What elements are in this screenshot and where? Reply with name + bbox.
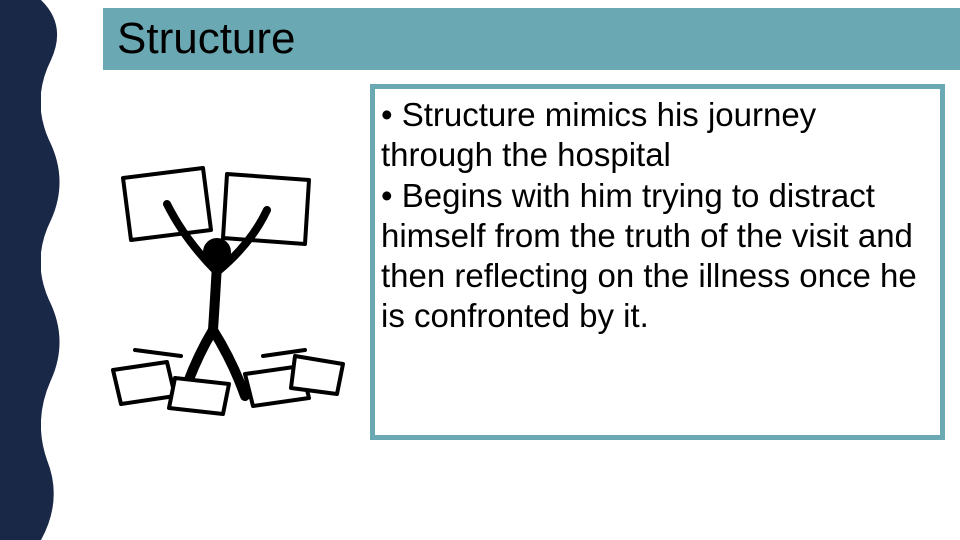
sidebar-wave-edge xyxy=(41,0,91,540)
title-band: Structure xyxy=(103,8,960,70)
bullet-2-marker: • xyxy=(381,177,393,214)
bullet-1-marker: • xyxy=(381,96,393,133)
bullet-2: • Begins with him trying to distract him… xyxy=(381,176,930,337)
bullet-2-text: Begins with him trying to distract himse… xyxy=(381,177,917,335)
structure-clipart xyxy=(95,160,355,420)
slide-title: Structure xyxy=(117,14,296,64)
bullet-1-text: Structure mimics his journey through the… xyxy=(381,96,816,173)
bullet-1: • Structure mimics his journey through t… xyxy=(381,95,930,176)
sidebar-band xyxy=(0,0,90,540)
structure-clipart-svg xyxy=(95,160,355,420)
content-box: • Structure mimics his journey through t… xyxy=(370,84,945,440)
